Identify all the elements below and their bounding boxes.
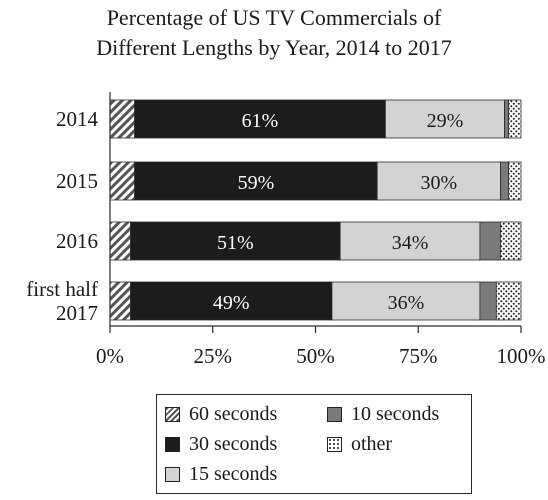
- category-label: 2016: [56, 229, 98, 253]
- chart-title-line-1: Percentage of US TV Commercials of: [106, 5, 442, 30]
- data-label-30-seconds-2016: 51%: [217, 232, 254, 254]
- chart-title-line-2: Different Lengths by Year, 2014 to 2017: [96, 35, 452, 60]
- x-tick-label: 75%: [399, 344, 438, 368]
- legend: 60 seconds 10 seconds 30 seconds other 1…: [156, 394, 472, 494]
- category-label: 2015: [56, 169, 98, 193]
- bar-30-seconds-2014: [134, 99, 386, 139]
- legend-item-30-seconds: 30 seconds: [165, 431, 277, 457]
- legend-item-60-seconds: 60 seconds: [165, 401, 277, 427]
- x-tick-label: 0%: [96, 344, 124, 368]
- data-label-15-seconds-2016: 34%: [392, 232, 429, 254]
- data-label-15-seconds-first-half-2017: 36%: [388, 292, 425, 314]
- bar-10-seconds-2015: [500, 161, 510, 201]
- bar-other-2016: [500, 221, 522, 261]
- bar-15-seconds-2016: [339, 221, 481, 261]
- x-tick-label: 50%: [296, 344, 335, 368]
- bar-60-seconds-2014: [109, 99, 136, 139]
- bar-60-seconds-2015: [109, 161, 136, 201]
- bar-other-first-half-2017: [495, 281, 522, 321]
- legend-item-other: other: [327, 431, 392, 457]
- bar-other-2015: [508, 161, 522, 201]
- legend-item-10-seconds: 10 seconds: [327, 401, 439, 427]
- legend-label: 60 seconds: [189, 402, 278, 425]
- bar-10-seconds-2016: [479, 221, 501, 261]
- x-tick-label: 100%: [497, 344, 546, 368]
- data-label-30-seconds-2014: 61%: [242, 110, 279, 132]
- legend-item-15-seconds: 15 seconds: [165, 461, 277, 487]
- legend-label: 15 seconds: [189, 462, 278, 485]
- x-tick-label: 25%: [194, 344, 233, 368]
- legend-swatch-30-seconds: [165, 436, 180, 452]
- category-label: 2014: [56, 107, 99, 131]
- bar-other-2014: [508, 99, 522, 139]
- data-label-30-seconds-first-half-2017: 49%: [213, 292, 250, 314]
- bar-10-seconds-2014: [504, 99, 510, 139]
- bar-15-seconds-first-half-2017: [331, 281, 481, 321]
- legend-swatch-other: [327, 436, 342, 452]
- data-label-15-seconds-2014: 29%: [427, 110, 464, 132]
- legend-swatch-60-seconds: [165, 406, 180, 422]
- legend-label: other: [351, 432, 393, 455]
- bar-60-seconds-2016: [109, 221, 131, 261]
- legend-label: 10 seconds: [351, 402, 440, 425]
- category-label: 2017: [56, 301, 98, 325]
- category-label: first half: [26, 277, 98, 301]
- stacked-bar-chart: 61% 29% 59% 30% 51% 34% 49% 36% 2014 2015 2016 fir…: [26, 92, 546, 368]
- bar-15-seconds-2015: [376, 161, 501, 201]
- bar-30-seconds-first-half-2017: [130, 281, 333, 321]
- legend-swatch-10-seconds: [327, 406, 342, 422]
- bar-10-seconds-first-half-2017: [479, 281, 497, 321]
- bar-30-seconds-2016: [130, 221, 341, 261]
- legend-label: 30 seconds: [189, 432, 278, 455]
- bar-60-seconds-first-half-2017: [109, 281, 131, 321]
- legend-swatch-15-seconds: [165, 466, 180, 482]
- data-label-30-seconds-2015: 59%: [238, 172, 275, 194]
- data-label-15-seconds-2015: 30%: [420, 172, 457, 194]
